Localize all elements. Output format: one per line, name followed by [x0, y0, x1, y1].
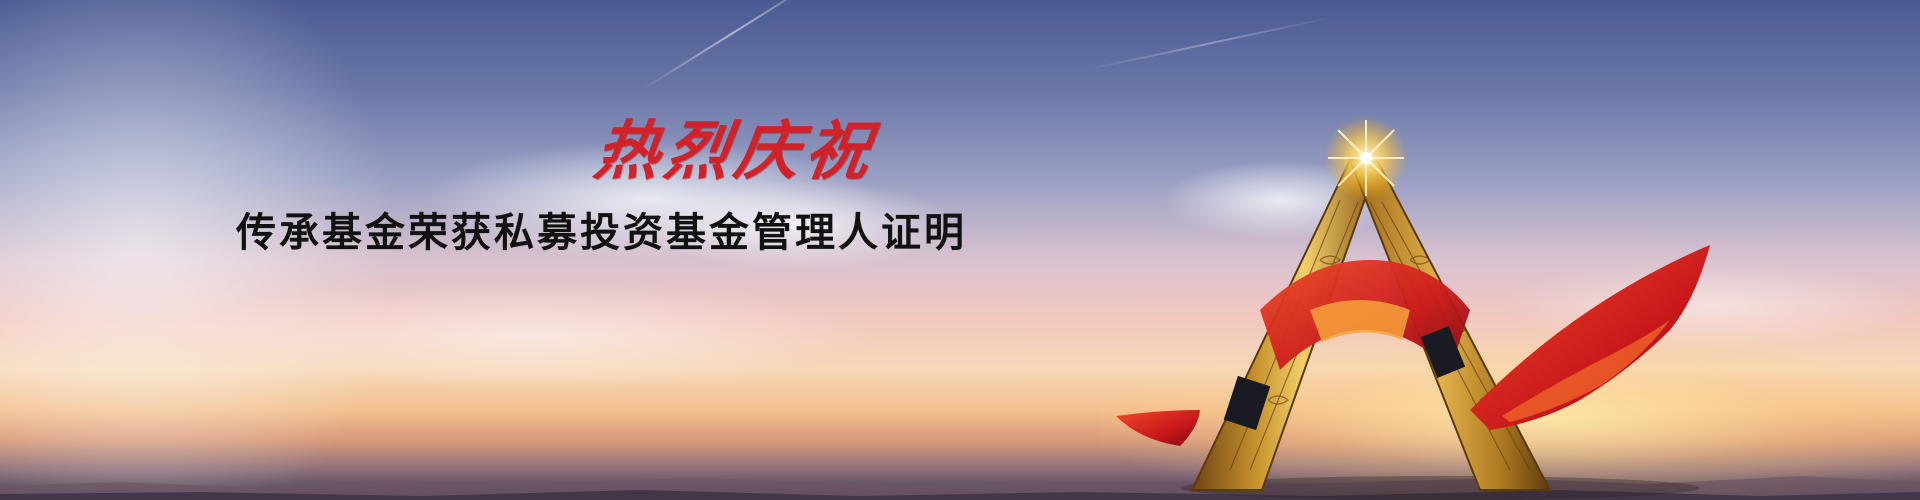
cloud [180, 280, 880, 390]
ribbon-tail-left [1116, 410, 1200, 446]
sky-streak [639, 0, 828, 92]
ribbon-inner [1310, 300, 1410, 342]
ribbon-flag [1470, 245, 1710, 430]
ribbon-flag-highlight [1502, 320, 1670, 422]
golden-arch-with-red-ribbon-icon [1116, 116, 1710, 500]
ribbon-band-left [1223, 375, 1271, 431]
left-light-glow [0, 0, 400, 500]
headline: 热烈庆祝 [589, 114, 881, 189]
horizon-hills [0, 476, 1920, 500]
cloud [640, 180, 960, 270]
sky-streak [1079, 15, 1335, 72]
ribbon-band-right [1420, 325, 1466, 379]
near-hills [0, 490, 1920, 500]
base-shadow [1180, 476, 1700, 500]
star-core [1360, 152, 1372, 164]
subheadline: 传承基金荣获私募投资基金管理人证明 [236, 209, 967, 256]
